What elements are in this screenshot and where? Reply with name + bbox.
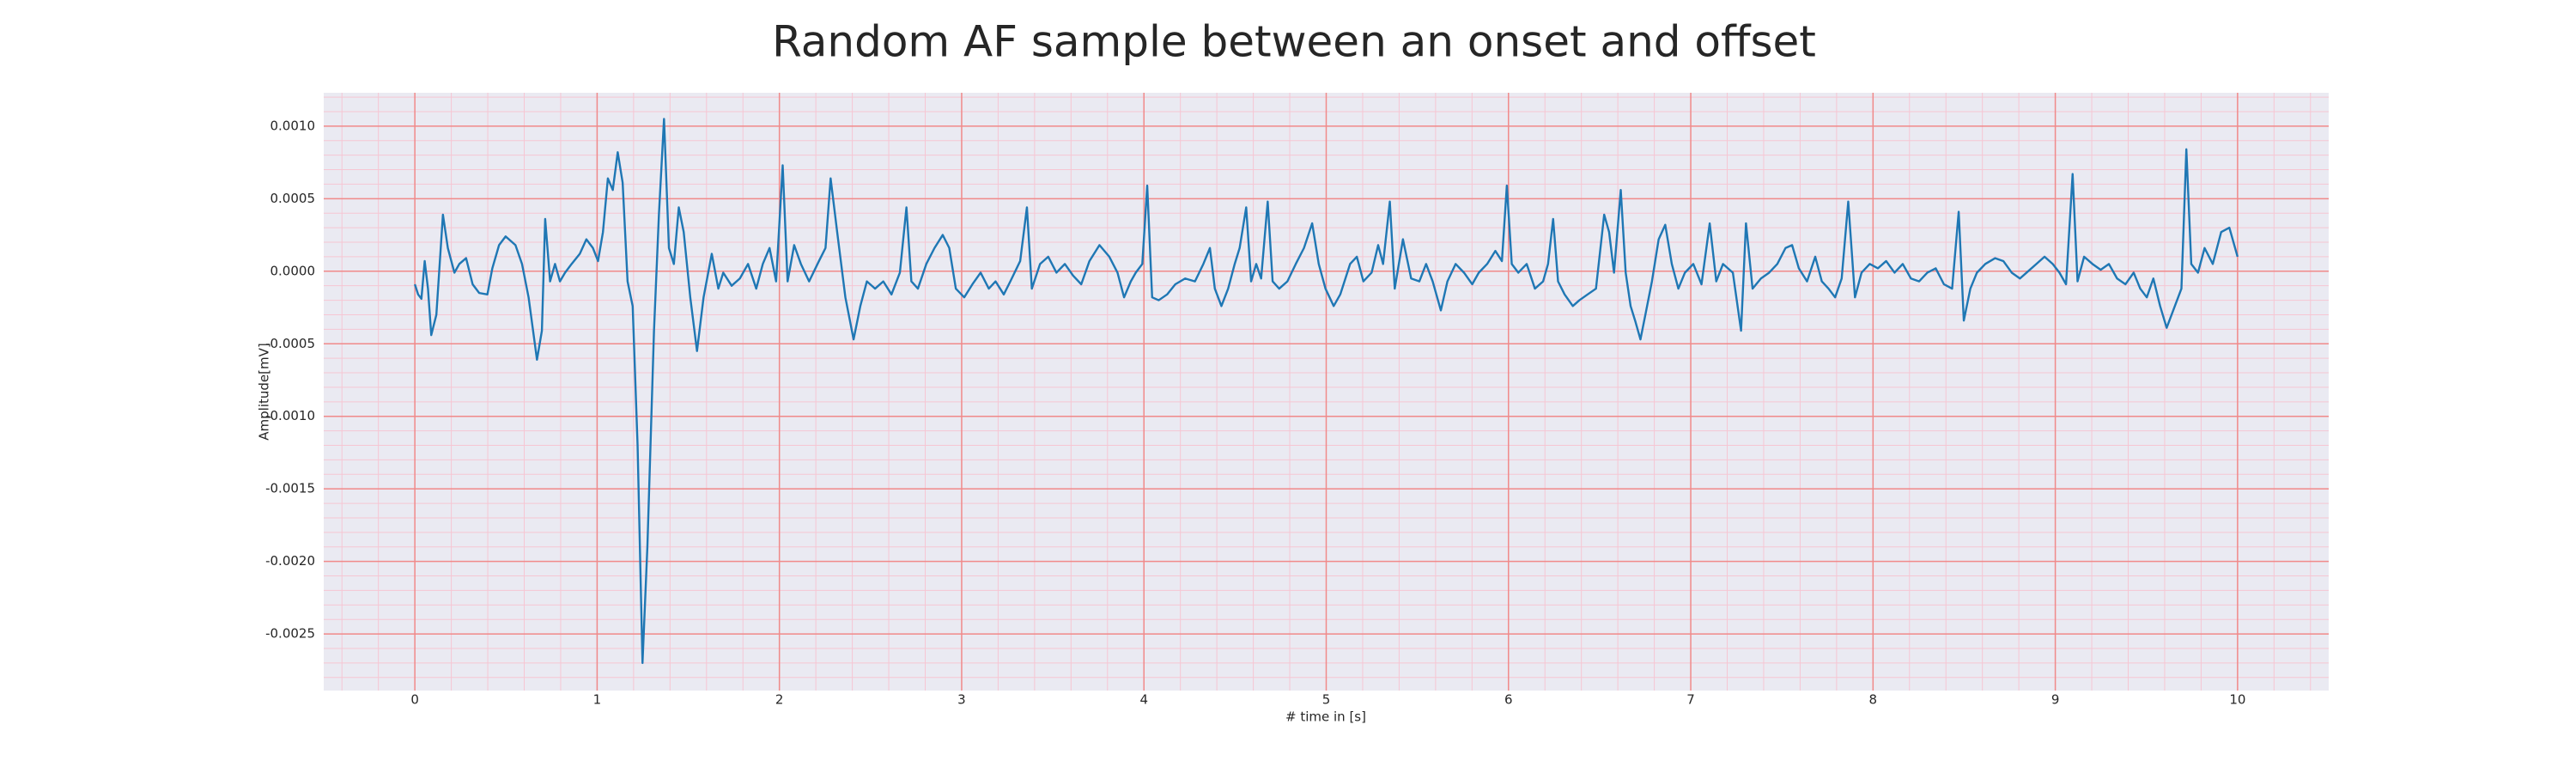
x-tick-label: 9: [2051, 692, 2060, 708]
chart-title: Random AF sample between an onset and of…: [772, 17, 1816, 67]
x-tick-label: 5: [1322, 692, 1331, 708]
signal-line: [413, 118, 2239, 665]
y-tick-label: 0.0005: [270, 191, 316, 206]
y-tick-label: -0.0005: [265, 336, 315, 351]
x-axis-label: # time in [s]: [1285, 709, 1366, 725]
x-tick-label: 7: [1686, 692, 1695, 708]
y-tick-label: 0.0000: [270, 263, 316, 278]
y-axis-label: Amplitude[mV]: [257, 343, 272, 440]
y-tick-label: -0.0010: [265, 408, 315, 423]
x-tick-label: 4: [1139, 692, 1148, 708]
x-tick-label: 8: [1869, 692, 1878, 708]
grid: [324, 93, 2329, 691]
x-tick-label: 6: [1504, 692, 1513, 708]
labels: 0 1 2 3 4 5 6 7 8 9 10 -0.0025 -0.0020 -0.0015 -0.0010…: [265, 118, 2245, 707]
y-tick-label: 0.0010: [270, 118, 316, 133]
x-tick-label: 3: [957, 692, 966, 708]
y-tick-label: -0.0015: [265, 481, 315, 496]
x-tick-label: 0: [410, 692, 419, 708]
y-tick-label: -0.0025: [265, 626, 315, 642]
x-tick-label: 1: [593, 692, 602, 708]
series: [413, 118, 2239, 665]
y-tick-label: -0.0020: [265, 553, 315, 569]
x-tick-label: 10: [2229, 692, 2245, 708]
x-tick-label: 2: [775, 692, 784, 708]
